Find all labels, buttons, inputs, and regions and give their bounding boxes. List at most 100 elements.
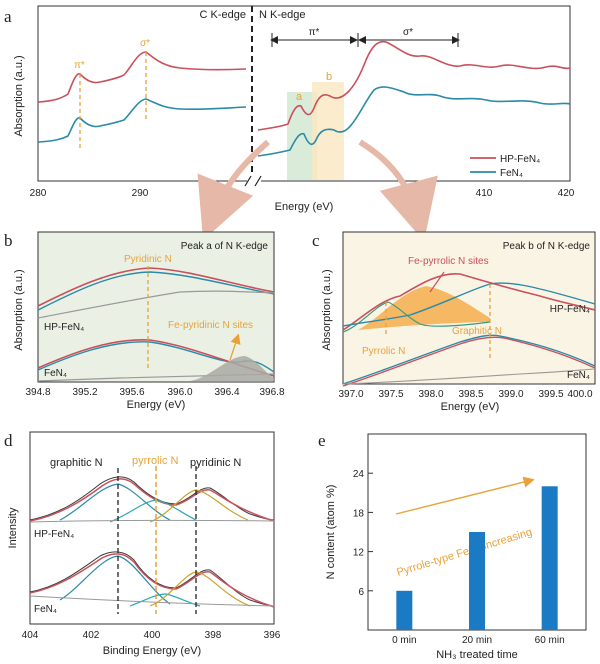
graphitic-n-label: graphitic N (50, 457, 103, 469)
hp-data-line (37, 271, 275, 311)
bar-0 (396, 590, 413, 630)
panel-a-xticks: 280 290 400 410 420 (30, 188, 575, 199)
peak-b-label: b (326, 71, 332, 83)
tick-label: 397.5 (378, 389, 403, 400)
panel-b-xlabel: Energy (eV) (127, 399, 186, 411)
fen4-fit-line (342, 336, 596, 387)
tick-label: 290 (132, 188, 149, 199)
hp-fit-line (29, 478, 275, 522)
panel-c-xticks: 397.0 397.5 398.0 398.5 399.0 399.5 400.… (338, 389, 592, 400)
panel-label-c: c (312, 231, 320, 250)
panel-b-xticks: 394.8 395.2 395.6 396.0 396.4 396.8 (25, 387, 284, 398)
sigma-star-range-label: σ* (403, 27, 413, 38)
panel-label-e: e (318, 431, 326, 450)
panel-d-ylabel: Intensity (7, 507, 19, 548)
pyrrolic-n-label: Pyrrolic N (362, 346, 405, 357)
x-tick-label: 0 min (392, 635, 416, 646)
tick-label: 400.0 (567, 389, 592, 400)
panel-d-frame (29, 431, 275, 625)
legend-label-hp: HP-FeN₄ (500, 154, 540, 165)
hp-pyrrolic-component (109, 499, 197, 523)
tick-label: 395.6 (119, 387, 144, 398)
hp-data-line (342, 282, 596, 327)
panel-e-xticks: 0 min 20 min 60 min (392, 635, 565, 646)
legend-label-fen4: FeN₄ (500, 168, 523, 179)
pi-star-range-label: π* (309, 27, 320, 38)
panel-label-a: a (4, 7, 12, 26)
panel-a: a π* σ* a b C K-edge N K-edge π* σ* HP- (4, 5, 575, 242)
tick-label: 396 (264, 630, 281, 641)
pyrrolic-n-label: pyrrolic N (132, 455, 179, 467)
panel-b-ylabel: Absorption (a.u.) (13, 269, 25, 350)
panel-b-frame (37, 231, 275, 383)
tick-label: 399.0 (498, 389, 523, 400)
panel-d: d graphitic N pyrrolic N pyridinic N HP-… (4, 431, 281, 657)
pyrrolic-component (342, 301, 491, 333)
tick-label: 397.0 (338, 389, 363, 400)
fe-pyrrolic-label: Fe-pyrrolic N sites (408, 256, 489, 267)
panel-b-title: Peak a of N K-edge (181, 241, 269, 252)
trend-annotation: Pyrrole-type FeN₄ increasing (395, 526, 533, 579)
x-tick-label: 60 min (535, 635, 565, 646)
panel-label-b: b (4, 231, 13, 250)
tick-label: 396.4 (214, 387, 239, 398)
panel-c-xlabel: Energy (eV) (441, 401, 500, 413)
x-tick-label: 20 min (462, 635, 492, 646)
c-edge-label: C K-edge (200, 9, 246, 21)
sigma-star-c-label: σ* (140, 38, 150, 49)
panel-a-xlabel: Energy (eV) (275, 201, 334, 213)
pyridinic-n-label: pyridinic N (190, 457, 241, 469)
panel-e: e Pyrrole-type FeN₄ increasing 6 12 18 24 0… (318, 431, 587, 661)
fen4-baseline (342, 368, 596, 385)
hp-graphitic-component (59, 483, 171, 521)
bars-group (396, 486, 558, 630)
series-hp-fen4-n-edge (257, 40, 571, 131)
panel-b-series-bottom-label: FeN₄ (44, 368, 67, 379)
fe-pyridinic-peak-fill (190, 356, 274, 381)
trend-arrow (395, 476, 535, 515)
panel-d-series-bottom-label: FeN₄ (34, 604, 57, 615)
panel-e-xlabel: NH₃ treated time (436, 649, 518, 661)
panel-a-frame (37, 5, 571, 182)
hp-baseline (29, 519, 275, 523)
tick-label: 280 (30, 188, 47, 199)
tick-label: 402 (83, 630, 100, 641)
link-arrow-to-b (197, 139, 271, 241)
panel-c-series-bottom-label: FeN₄ (567, 370, 590, 381)
tick-label: 410 (476, 188, 493, 199)
hp-fit-line (37, 267, 275, 307)
link-arrow-to-c (358, 139, 438, 242)
tick-label: 396.0 (167, 387, 192, 398)
pi-star-c-label: π* (74, 60, 85, 71)
series-fen4-c-edge (37, 98, 247, 143)
panel-e-ylabel: N content (atom %) (325, 485, 337, 580)
hp-baseline (37, 290, 275, 319)
panel-b-series-top-label: HP-FeN₄ (44, 322, 84, 333)
graphitic-n-label: Graphitic N (452, 326, 502, 337)
panel-c-title: Peak b of N K-edge (503, 241, 591, 252)
bar-1 (469, 532, 485, 630)
fe-pyridinic-arrow (229, 333, 241, 361)
tick-label: 420 (558, 188, 575, 199)
tick-label: 394.8 (25, 387, 50, 398)
series-fen4-n-edge (257, 86, 571, 157)
tick-label: 395.2 (72, 387, 97, 398)
panel-a-ylabel: Absorption (a.u.) (13, 55, 25, 136)
y-tick-label: 6 (358, 587, 364, 598)
fen4-baseline (29, 595, 275, 607)
series-hp-fen4-c-edge (37, 51, 247, 103)
y-tick-label: 12 (353, 548, 365, 559)
fen4-data-line (342, 334, 596, 385)
panel-c-series-top-label: HP-FeN₄ (550, 304, 590, 315)
tick-label: 399.5 (538, 389, 563, 400)
panel-d-xlabel: Binding Energy (eV) (103, 645, 201, 657)
panel-label-d: d (4, 431, 13, 450)
panel-e-yticks: 6 12 18 24 (353, 469, 373, 598)
panel-c-ylabel: Absorption (a.u.) (321, 269, 333, 350)
fen4-data-line (29, 551, 275, 607)
region-b-shade (312, 82, 344, 180)
tick-label: 398 (205, 630, 222, 641)
panel-d-series-top-label: HP-FeN₄ (34, 529, 74, 540)
panel-b: b Peak a of N K-edge Pyridinic N Fe-pyri… (4, 231, 285, 411)
